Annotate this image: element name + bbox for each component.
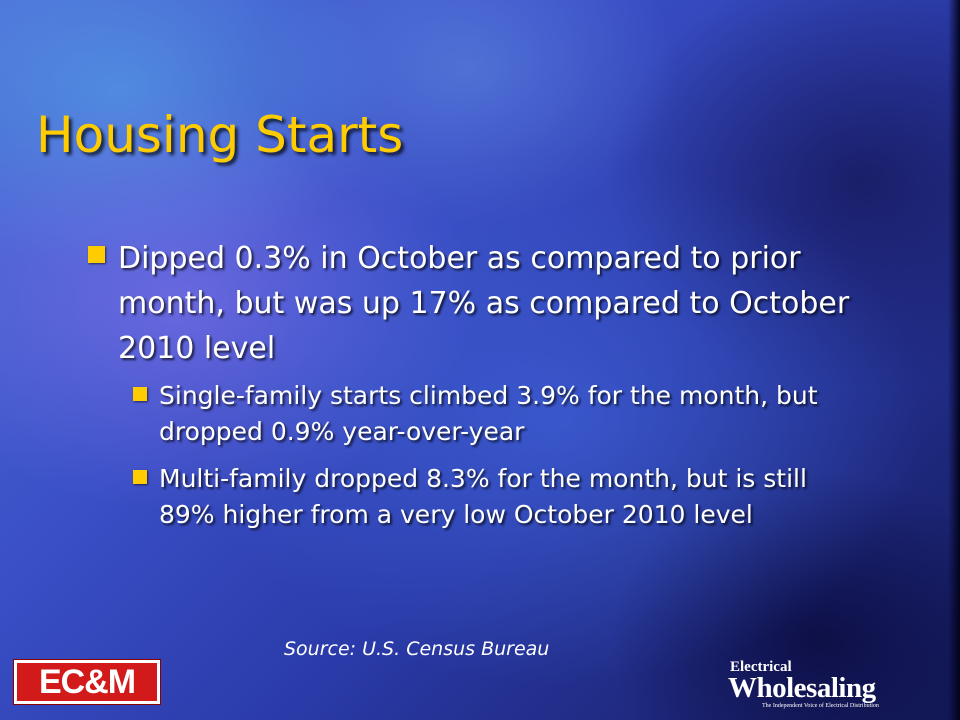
sub-bullet: Single-family starts climbed 3.9% for th…	[133, 378, 863, 450]
square-bullet-icon	[133, 387, 147, 401]
sub-bullet-text: Single-family starts climbed 3.9% for th…	[159, 381, 818, 446]
logo-line-electrical: Electrical	[730, 659, 792, 675]
electrical-wholesaling-logo: Electrical Wholesaling The Independent V…	[728, 659, 898, 709]
ecm-logo: EC&M	[13, 659, 161, 705]
square-bullet-icon	[133, 470, 147, 484]
bullet-text: Dipped 0.3% in October as compared to pr…	[118, 241, 850, 366]
square-bullet-icon	[88, 246, 105, 263]
source-note: Source: U.S. Census Bureau	[284, 638, 550, 660]
slide-title: Housing Starts	[36, 106, 404, 164]
sub-bullet-text: Multi-family dropped 8.3% for the month,…	[159, 464, 807, 529]
sub-bullet: Multi-family dropped 8.3% for the month,…	[133, 461, 863, 533]
slide-edge-shadow	[948, 0, 960, 720]
logo-line-wholesaling: Wholesaling	[728, 672, 876, 704]
logo-tagline: The Independent Voice of Electrical Dist…	[762, 703, 879, 709]
bullet-level1: Dipped 0.3% in October as compared to pr…	[88, 236, 898, 371]
